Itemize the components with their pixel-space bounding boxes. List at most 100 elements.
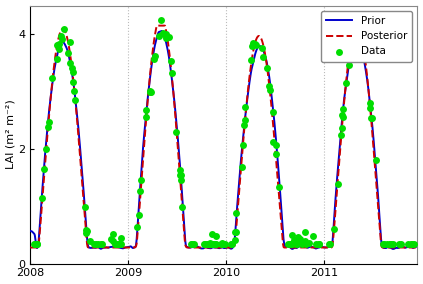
Data (146, 89, 153, 94)
Data (58, 37, 65, 41)
Data (253, 43, 260, 47)
Data (316, 241, 322, 246)
Data (221, 241, 228, 246)
Posterior (197, 246, 202, 249)
Data (241, 122, 247, 127)
Data (373, 158, 379, 162)
Data (264, 65, 271, 70)
Data (206, 241, 213, 246)
Data (285, 241, 291, 246)
Data (38, 196, 45, 201)
Data (95, 241, 102, 246)
Prior (387, 246, 392, 249)
Data (231, 230, 238, 234)
Data (66, 40, 73, 44)
Prior (390, 247, 396, 250)
Prior (159, 29, 164, 33)
Data (249, 43, 255, 48)
Data (343, 81, 349, 85)
Data (206, 241, 213, 245)
Data (302, 238, 309, 243)
Data (163, 32, 170, 36)
Data (64, 51, 71, 55)
Data (151, 53, 158, 58)
Data (91, 241, 98, 246)
Data (213, 234, 220, 239)
Data (168, 59, 175, 63)
Data (160, 31, 167, 36)
Data (67, 60, 74, 65)
Data (368, 116, 375, 120)
Data (408, 241, 415, 246)
Data (379, 241, 386, 246)
Data (99, 241, 105, 246)
Data (201, 241, 207, 246)
Data (210, 241, 217, 246)
Data (93, 241, 99, 246)
Data (173, 130, 179, 135)
Data (33, 241, 40, 246)
Data (34, 241, 41, 246)
Data (258, 45, 265, 50)
Data (288, 241, 294, 246)
Data (411, 241, 418, 246)
Data (178, 178, 185, 182)
Data (242, 105, 248, 109)
Data (71, 88, 77, 93)
Data (151, 57, 157, 61)
Data (30, 241, 37, 246)
Data (118, 241, 125, 246)
Data (70, 69, 77, 74)
Data (331, 227, 338, 231)
Data (53, 57, 60, 61)
Data (32, 241, 38, 246)
Data (367, 105, 374, 110)
Data (239, 164, 245, 169)
Data (310, 234, 317, 238)
Data (208, 241, 214, 246)
Data (87, 239, 94, 243)
Data (340, 115, 346, 120)
Data (118, 236, 124, 241)
Data (156, 34, 163, 38)
Data (387, 241, 393, 246)
Data (361, 52, 368, 57)
Data (352, 43, 359, 48)
Data (233, 229, 239, 234)
Prior (197, 246, 202, 249)
Y-axis label: LAI (m² m⁻²): LAI (m² m⁻²) (5, 100, 16, 170)
Prior (53, 61, 58, 65)
Data (250, 41, 257, 46)
Data (296, 237, 303, 242)
Data (188, 241, 195, 246)
Data (327, 241, 333, 246)
Posterior (178, 185, 183, 188)
Data (292, 241, 299, 246)
Data (81, 204, 88, 209)
Data (276, 185, 283, 190)
Data (107, 236, 114, 241)
Data (339, 113, 346, 117)
Data (54, 43, 60, 47)
Posterior (49, 82, 55, 85)
Data (113, 241, 119, 246)
Data (359, 35, 366, 39)
Data (157, 18, 164, 22)
Data (356, 37, 363, 41)
Data (231, 238, 238, 242)
Data (147, 89, 154, 94)
Data (212, 241, 219, 246)
Data (33, 241, 40, 246)
Posterior (387, 246, 392, 249)
Data (338, 126, 345, 131)
Data (288, 233, 295, 237)
Data (298, 241, 305, 246)
Data (408, 241, 415, 246)
Data (137, 189, 143, 194)
Data (388, 241, 395, 246)
Data (269, 110, 276, 114)
Data (248, 58, 255, 62)
Data (177, 173, 184, 178)
Data (381, 241, 387, 246)
Data (212, 241, 218, 246)
